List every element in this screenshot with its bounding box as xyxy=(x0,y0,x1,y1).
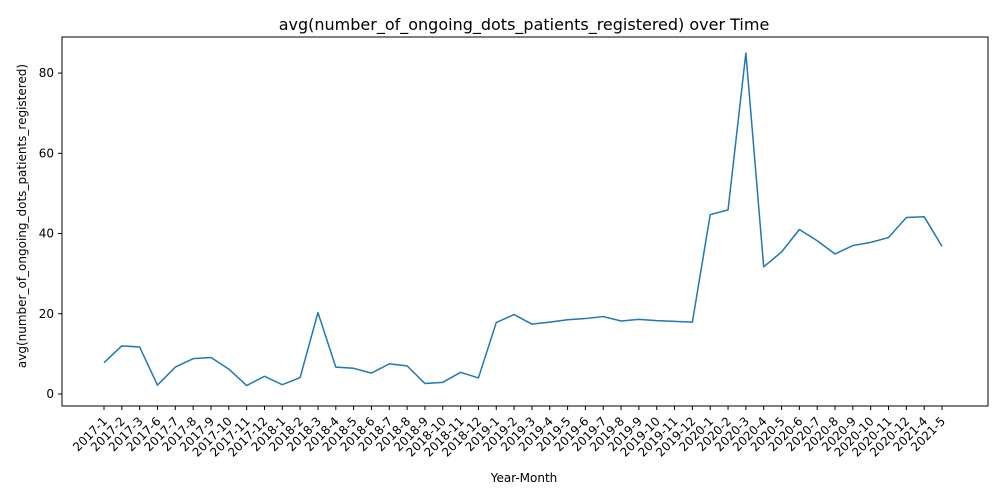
y-tick-label: 80 xyxy=(39,66,54,80)
y-tick-label: 60 xyxy=(39,146,54,160)
x-axis-label: Year-Month xyxy=(490,471,558,485)
chart-title: avg(number_of_ongoing_dots_patients_regi… xyxy=(279,15,770,35)
y-tick-label: 0 xyxy=(46,387,54,401)
y-tick-label: 20 xyxy=(39,307,54,321)
y-axis-label: avg(number_of_ongoing_dots_patients_regi… xyxy=(15,64,29,368)
plot-area: 0204060802017-12017-22017-32017-62017-72… xyxy=(39,36,989,460)
y-tick-label: 40 xyxy=(39,227,54,241)
series-line-0 xyxy=(103,52,943,387)
plot-frame xyxy=(61,36,989,407)
